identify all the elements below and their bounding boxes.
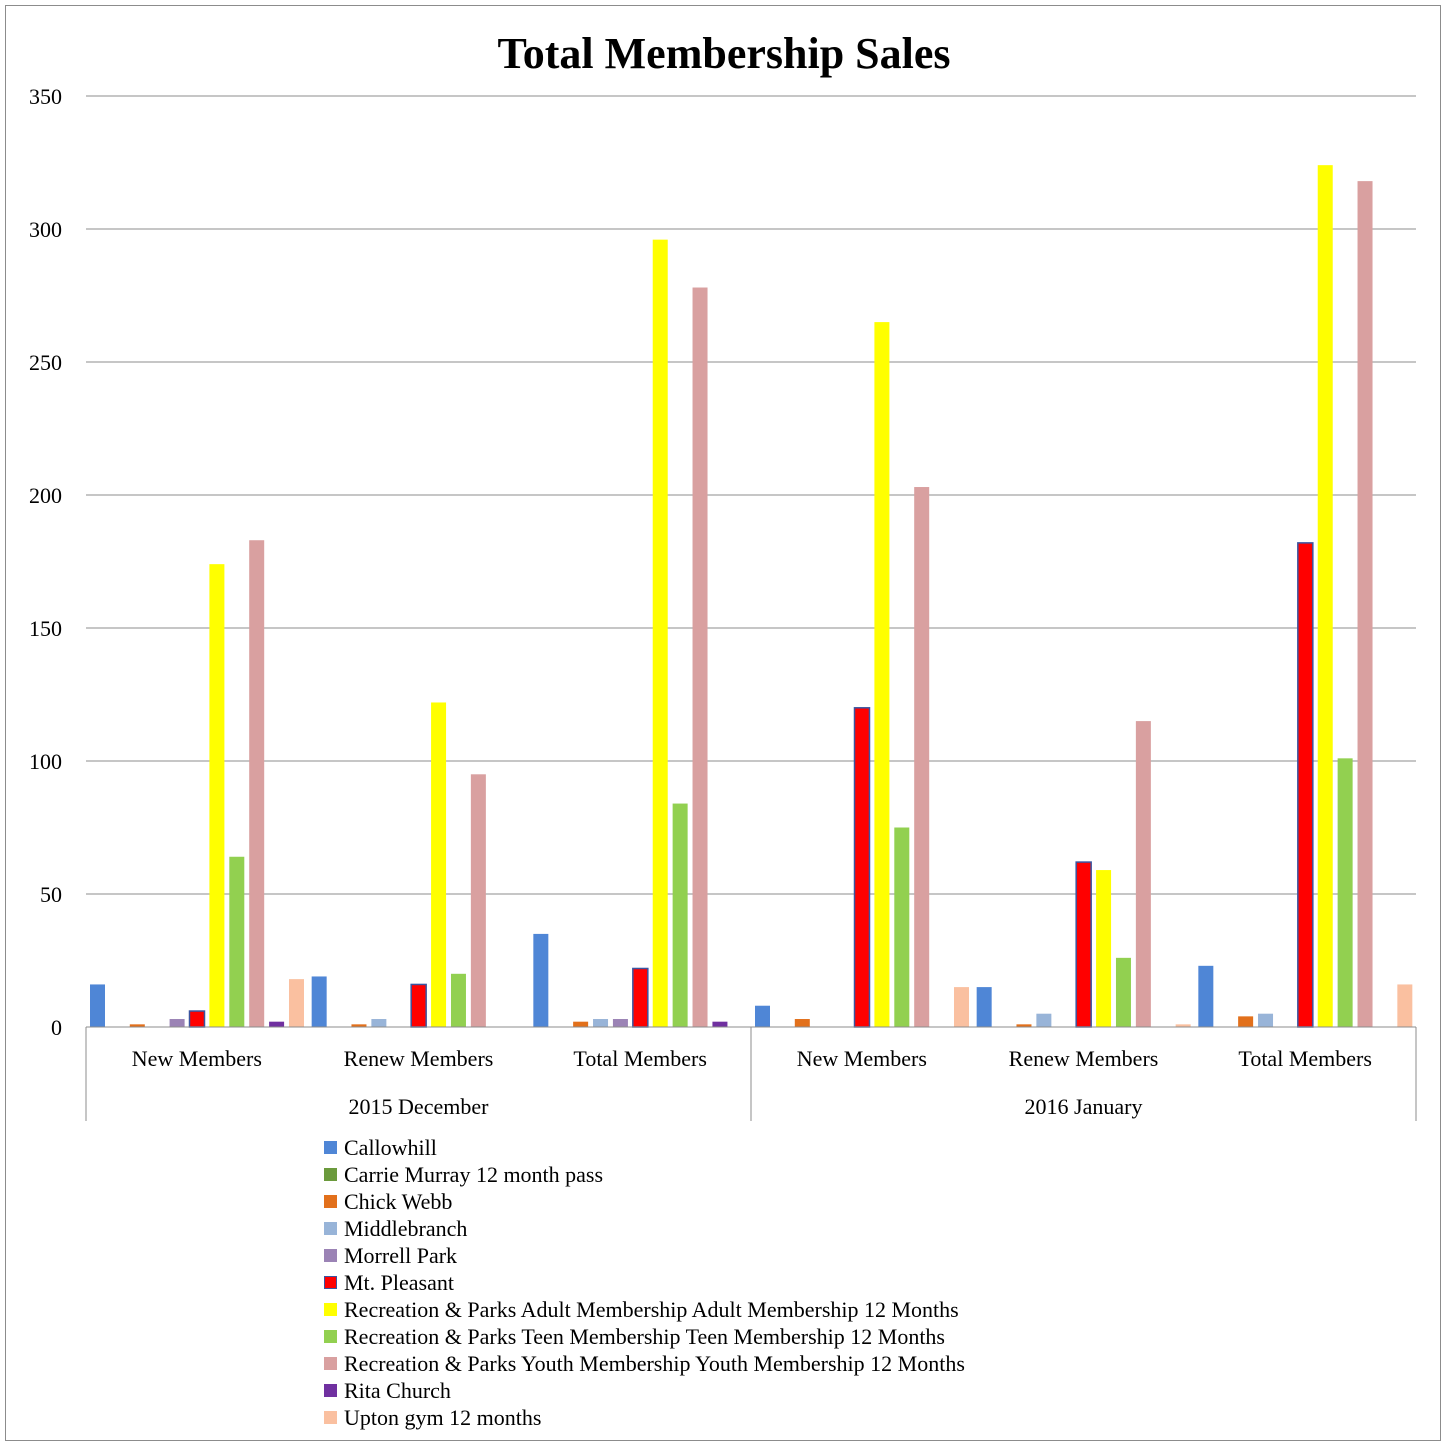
bar <box>470 774 486 1027</box>
bar <box>593 1019 609 1027</box>
x-category-label: Renew Members <box>344 1046 494 1071</box>
y-tick-label: 250 <box>29 350 62 375</box>
bar <box>169 1019 185 1027</box>
chart-title: Total Membership Sales <box>497 29 951 78</box>
bar <box>1075 861 1092 1028</box>
bar <box>1297 542 1314 1028</box>
legend-label: Carrie Murray 12 month pass <box>344 1162 604 1187</box>
bar <box>1397 984 1413 1027</box>
bar <box>672 803 688 1027</box>
bar <box>632 967 649 1028</box>
bar <box>351 1024 367 1027</box>
bar <box>209 564 225 1027</box>
x-category-label: Renew Members <box>1009 1046 1159 1071</box>
bar <box>450 973 466 1027</box>
bar <box>1016 1024 1032 1027</box>
bar <box>371 1019 387 1027</box>
bar <box>1337 758 1353 1027</box>
x-group-label: 2015 December <box>349 1094 490 1119</box>
bar <box>431 702 447 1027</box>
legend-label: Upton gym 12 months <box>344 1405 542 1430</box>
bar <box>311 976 327 1027</box>
bar <box>976 987 992 1027</box>
bar <box>692 287 708 1027</box>
legend-label: Mt. Pleasant <box>344 1270 454 1295</box>
bar <box>1175 1024 1191 1027</box>
y-tick-label: 0 <box>51 1015 62 1040</box>
bar <box>129 1024 145 1027</box>
bar <box>954 987 969 1027</box>
legend-label: Chick Webb <box>344 1189 453 1214</box>
bar <box>612 1019 628 1027</box>
bar <box>533 933 549 1027</box>
y-tick-label: 50 <box>40 882 62 907</box>
legend-swatch <box>324 1357 337 1370</box>
bar <box>1357 181 1373 1027</box>
bar <box>1238 1016 1254 1027</box>
x-category-label: Total Members <box>573 1046 706 1071</box>
bar <box>755 1005 770 1027</box>
x-group-label: 2016 January <box>1025 1094 1143 1119</box>
legend-swatch <box>324 1195 337 1208</box>
y-tick-label: 200 <box>29 483 62 508</box>
bar <box>1317 165 1333 1027</box>
bar <box>914 487 930 1027</box>
bar <box>1115 957 1131 1027</box>
legend-label: Callowhill <box>344 1135 437 1160</box>
bar <box>249 540 265 1027</box>
bar <box>712 1021 728 1027</box>
legend-swatch <box>324 1330 337 1343</box>
legend-swatch <box>324 1249 337 1262</box>
bar <box>1258 1013 1274 1027</box>
legend-swatch <box>324 1141 337 1154</box>
y-tick-label: 150 <box>29 616 62 641</box>
x-category-label: New Members <box>797 1046 927 1071</box>
bar <box>573 1021 589 1027</box>
bar <box>1198 965 1214 1027</box>
legend-swatch <box>324 1384 337 1397</box>
bar <box>1096 870 1112 1027</box>
legend-swatch <box>324 1276 337 1289</box>
bar <box>410 983 427 1028</box>
y-tick-label: 350 <box>29 84 62 109</box>
bar <box>794 1019 810 1027</box>
x-category-label: New Members <box>132 1046 262 1071</box>
legend-label: Middlebranch <box>344 1216 468 1241</box>
legend-label: Recreation & Parks Teen Membership Teen … <box>344 1324 945 1349</box>
legend-label: Rita Church <box>344 1378 451 1403</box>
legend-swatch <box>324 1168 337 1181</box>
legend-label: Recreation & Parks Adult Membership Adul… <box>344 1297 959 1322</box>
y-tick-label: 100 <box>29 749 62 774</box>
bar <box>289 979 304 1027</box>
bar <box>1036 1013 1052 1027</box>
legend-label: Morrell Park <box>344 1243 458 1268</box>
legend-label: Recreation & Parks Youth Membership Yout… <box>344 1351 965 1376</box>
bar <box>90 984 105 1027</box>
legend-swatch <box>324 1303 337 1316</box>
bar <box>1135 721 1151 1027</box>
chart-frame <box>5 5 1441 1441</box>
bar <box>229 856 245 1027</box>
legend-swatch <box>324 1411 337 1424</box>
bar <box>269 1021 285 1027</box>
legend-swatch <box>324 1222 337 1235</box>
bar <box>188 1010 206 1028</box>
bar <box>874 322 890 1028</box>
bar <box>894 827 910 1027</box>
bar <box>652 239 668 1027</box>
y-tick-label: 300 <box>29 217 62 242</box>
bar <box>853 707 871 1028</box>
x-category-label: Total Members <box>1238 1046 1371 1071</box>
